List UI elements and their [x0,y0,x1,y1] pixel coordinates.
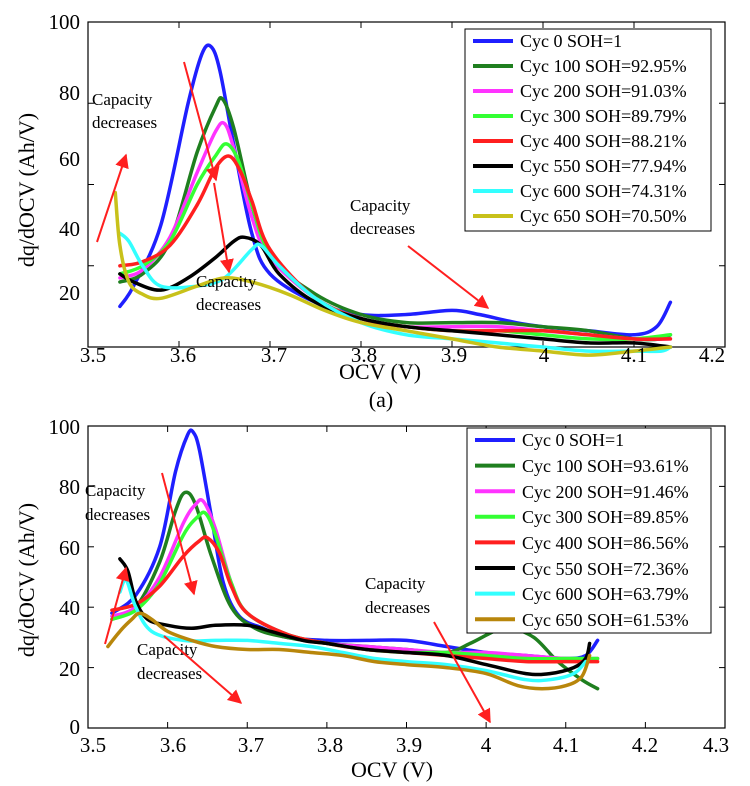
panel-a-y-tick-label: 40 [59,217,80,241]
panel-b-annotations: Capacity decreases Capacity decreases Ca… [85,472,491,724]
panel-a-x-tick-label: 4 [539,343,550,367]
panel-b-y-tick-label: 80 [59,475,80,499]
panel-a-legend: Cyc 0 SOH=1 Cyc 100 SOH=92.95% Cyc 200 S… [464,28,712,232]
panel-b-annotation-line1: Capacity [85,481,146,500]
panel-b-arrow [433,621,491,724]
panel-b-x-tick-label: 3.9 [396,733,422,757]
panel-a-legend-label: Cyc 650 SOH=70.50% [520,206,687,226]
panel-b-annotation-line1: Capacity [137,640,198,659]
panel-b-y-axis-label: dq/dOCV (Ah/V) [14,503,39,657]
panel-b-x-tick-label: 3.6 [160,733,186,757]
panel-a-y-tick-label: 80 [59,81,80,105]
panel-b-legend-box [466,427,712,634]
panel-a-annotation-line2: decreases [196,295,261,314]
panel-a-legend-label: Cyc 300 SOH=89.79% [520,106,687,126]
panel-a-series-line-6 [118,231,673,354]
panel-b-annotation-line2: decreases [137,664,202,683]
panel-b-x-tick-label: 4.2 [632,733,658,757]
panel-b-annotation-line2: decreases [365,598,430,617]
panel-a-tick-marks [87,21,726,348]
panel-a-series [113,43,673,357]
panel-a-y-tick-label: 20 [59,281,80,305]
panel-a-annotation-line1: Capacity [92,90,153,109]
panel-a-annotation-line1: Capacity [350,196,411,215]
panel-b-legend-label: Cyc 600 SOH=63.79% [522,584,689,604]
panel-b-legend-label: Cyc 0 SOH=1 [522,430,624,450]
panel-a-series-line-5 [118,235,673,349]
panel-b-legend-label: Cyc 200 SOH=91.46% [522,482,689,502]
panel-a-legend-label: Cyc 200 SOH=91.03% [520,81,687,101]
panel-a-annotations: Capacity decreases Capacity decreases Ca… [92,61,490,314]
panel-b-y-tick-labels: 100 80 60 40 20 0 [49,415,81,739]
panel-b-x-tick-labels: 3.5 3.6 3.7 3.8 3.9 4 4.1 4.2 4.3 [80,733,729,757]
panel-a-x-tick-label: 3.5 [80,343,106,367]
panel-a-legend-swatches [473,39,513,218]
panel-b-legend-label: Cyc 550 SOH=72.36% [522,559,689,579]
panel-b-x-tick-label: 4.3 [703,733,729,757]
panel-b-x-tick-label: 3.5 [80,733,106,757]
panel-b-series-line-7 [106,611,592,691]
panel-b-x-tick-label: 3.8 [317,733,343,757]
panel-a-x-tick-label: 3.7 [261,343,287,367]
panel-b: 100 80 60 40 20 0 3.5 3.6 3.7 3.8 3.9 4 … [14,415,729,782]
panel-b-y-tick-label: 100 [49,415,81,439]
panel-a-x-tick-label: 4.2 [699,343,725,367]
panel-a-x-tick-label: 3.9 [441,343,467,367]
panel-a-annotation-line2: decreases [350,219,415,238]
panel-b-legend-label: Cyc 100 SOH=93.61% [522,456,689,476]
panel-a-legend-label: Cyc 100 SOH=92.95% [520,56,687,76]
panel-b-x-axis-label: OCV (V) [351,757,433,782]
panel-b-x-tick-label: 3.7 [238,733,264,757]
panel-b-series [106,428,600,691]
panel-b-arrow [104,566,130,645]
panel-b-y-tick-label: 0 [70,715,81,739]
panel-a-legend-label: Cyc 400 SOH=88.21% [520,131,687,151]
panel-a-arrow [407,245,490,309]
panel-a-x-tick-label: 3.8 [351,343,377,367]
panel-a-y-axis-label: dq/dOCV (Ah/V) [14,113,39,267]
panel-b-tick-marks [87,425,726,729]
panel-a-annotation-line1: Capacity [196,272,257,291]
panel-a-x-axis-label: OCV (V) [339,359,421,384]
panel-a-x-tick-labels: 3.5 3.6 3.7 3.8 3.9 4 4.1 4.2 [80,343,725,367]
panel-b-series-line-4 [110,535,600,664]
panel-b-annotation-line2: decreases [85,505,150,524]
panel-b-x-tick-label: 4 [481,733,492,757]
panel-b-y-tick-label: 60 [59,536,80,560]
panel-a-y-tick-label: 100 [49,10,81,34]
panel-b-arrow [161,472,198,596]
panel-a-x-tick-label: 4.1 [621,343,647,367]
panel-b-y-tick-label: 20 [59,657,80,681]
panel-a: 100 80 60 40 20 3.5 3.6 3.7 3.8 3.9 4 4.… [14,10,726,412]
panel-a-y-tick-labels: 100 80 60 40 20 [49,10,81,305]
panel-b-legend-swatches [475,438,515,622]
panel-b-x-tick-label: 4.1 [553,733,579,757]
panel-b-annotation-line1: Capacity [365,574,426,593]
panel-a-series-line-1 [118,96,673,342]
panel-a-annotation-line2: decreases [92,113,157,132]
panel-b-legend-label: Cyc 400 SOH=86.56% [522,533,689,553]
panel-a-arrow [96,153,129,243]
panel-a-legend-label: Cyc 550 SOH=77.94% [520,156,687,176]
panel-b-y-tick-label: 40 [59,596,80,620]
panel-a-arrow [183,61,220,182]
panel-b-arrow [163,635,243,704]
panel-a-x-tick-label: 3.6 [170,343,196,367]
panel-a-legend-label: Cyc 600 SOH=74.31% [520,181,687,201]
panel-b-series-line-6 [118,577,588,683]
panel-a-y-tick-label: 60 [59,147,80,171]
panel-b-series-line-5 [118,557,592,677]
panel-a-arrow [213,182,234,274]
panel-a-series-line-7 [113,190,673,357]
panel-b-legend: Cyc 0 SOH=1 Cyc 100 SOH=93.61% Cyc 200 S… [466,427,712,634]
panel-a-legend-box [464,28,712,232]
panel-b-legend-label: Cyc 300 SOH=89.85% [522,507,689,527]
panel-a-legend-label: Cyc 0 SOH=1 [520,31,622,51]
panel-a-caption: (a) [369,387,393,412]
panel-b-legend-label: Cyc 650 SOH=61.53% [522,610,689,630]
